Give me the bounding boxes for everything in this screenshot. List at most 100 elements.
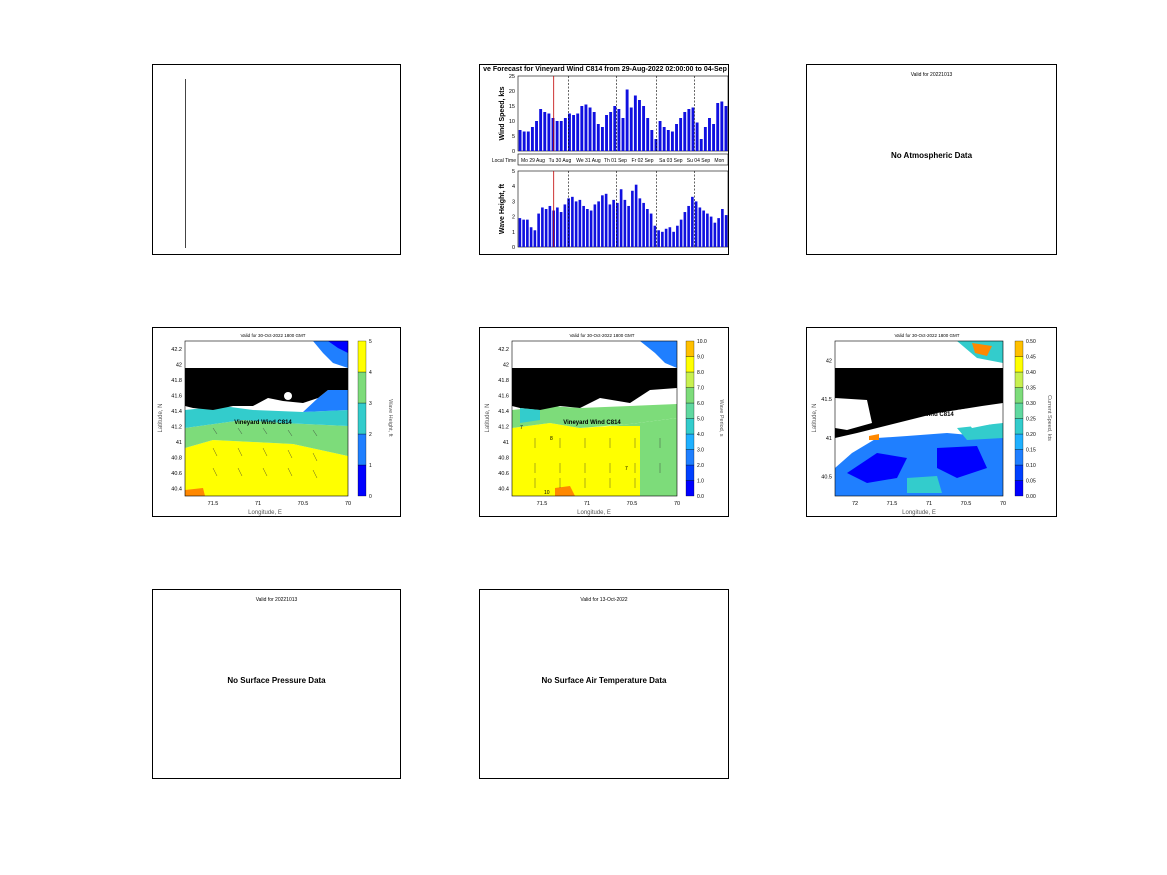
day-label: Tu 30 Aug [549, 158, 572, 164]
y-tick-label: 15 [509, 104, 515, 110]
bar [713, 222, 717, 247]
bar [623, 199, 627, 247]
x-tick-label: 71 [584, 501, 590, 507]
x-tick-label: 70 [1000, 501, 1006, 507]
colorbar-tick: 1.0 [697, 479, 704, 485]
y-tick-label: 4 [512, 184, 515, 190]
bar [662, 127, 666, 151]
pressure-title: Valid for 20221013 [255, 597, 298, 603]
wave-period-map: Valid for 30-Oct-2022 1800 GMT Vineyard … [485, 333, 724, 516]
colorbar-segment [357, 433, 367, 466]
bar [627, 205, 630, 247]
colorbar-tick: 0.40 [1026, 370, 1036, 376]
wave-height-map-panel: Valid for 30-Oct-2022 1800 GMT Vineyard … [152, 327, 401, 517]
bar [695, 122, 699, 151]
wave-site-label: Vineyard Wind C814 [234, 420, 292, 426]
plot-frame [517, 170, 729, 248]
current-colorbar-label: Current Speed, kts [1046, 395, 1052, 441]
wave-period-map-panel: Valid for 30-Oct-2022 1800 GMT Vineyard … [479, 327, 729, 517]
x-tick-label: 70 [345, 501, 351, 507]
colorbar-tick: 7.0 [697, 386, 704, 392]
bar [544, 209, 548, 247]
colorbar-tick: 0.00 [1026, 494, 1036, 500]
air-temperature-title: Valid for 13-Oct-2022 [580, 597, 628, 603]
current-speed-map: Valid for 30-Oct-2022 1800 GMT Vineyard … [812, 333, 1052, 516]
current-land-mass [835, 368, 1003, 438]
bar [633, 95, 637, 151]
colorbar-tick: 3 [369, 401, 372, 407]
atmospheric-title: Valid for 20221013 [910, 72, 953, 78]
bar [658, 121, 662, 151]
y-tick-label: 10 [509, 119, 515, 125]
y-tick-label: 41.8 [498, 378, 509, 384]
y-tick-label: 40.4 [498, 486, 509, 492]
colorbar-segment [685, 449, 695, 466]
bar [596, 124, 600, 151]
bar [572, 115, 576, 151]
period-contour-labels: 7 8 7 10 [520, 425, 628, 496]
bar [699, 139, 703, 151]
bar [518, 130, 522, 151]
y-tick-label: 42 [503, 362, 509, 368]
y-tick-label: 41 [176, 440, 182, 446]
bar [563, 118, 567, 151]
colorbar-segment [1014, 464, 1024, 481]
pressure-message: No Surface Pressure Data [227, 676, 326, 685]
bar [592, 112, 596, 151]
colorbar-tick: 2.0 [697, 463, 704, 469]
bar [720, 101, 724, 151]
bar [563, 204, 567, 247]
y-tick-label: 42.2 [498, 347, 509, 353]
current-y-ticks: 42 41.5 41 40.5 [821, 358, 832, 480]
x-tick-label: 71 [255, 501, 261, 507]
air-temperature-message: No Surface Air Temperature Data [541, 676, 667, 685]
colorbar-segment [1014, 387, 1024, 404]
colorbar-tick: 8.0 [697, 370, 704, 376]
bar [654, 139, 658, 151]
wave-colorbar: 0 1 2 3 4 5 [357, 339, 372, 500]
bar [568, 113, 571, 151]
period-zone-orange [555, 486, 575, 496]
colorbar-tick: 0.35 [1026, 386, 1036, 392]
period-x-ticks: 71.5 71 70.5 70 [537, 501, 680, 507]
x-tick-label: 70.5 [627, 501, 638, 507]
atmospheric-message: No Atmospheric Data [890, 151, 973, 160]
bar [687, 205, 690, 247]
bar [616, 202, 619, 247]
bar [530, 127, 534, 151]
colorbar-tick: 0.15 [1026, 448, 1036, 454]
colorbar-segment [685, 433, 695, 450]
bar [571, 196, 574, 247]
y-tick-label: 41.8 [171, 378, 182, 384]
current-zone-cyan-1 [907, 476, 942, 493]
x-tick-label: 70.5 [961, 501, 972, 507]
bar [642, 202, 645, 247]
colorbar-segment [685, 402, 695, 419]
wave-zone-2-3 [185, 406, 348, 428]
colorbar-segment [1014, 371, 1024, 388]
bar [537, 213, 540, 247]
bar [642, 106, 646, 151]
current-speed-map-panel: Valid for 30-Oct-2022 1800 GMT Vineyard … [806, 327, 1057, 517]
colorbar-tick: 0.0 [697, 494, 704, 500]
bar [559, 121, 563, 151]
wave-colorbar-label: Wave Height, ft [387, 399, 393, 437]
bar [708, 118, 711, 151]
colorbar-tick: 0.05 [1026, 479, 1036, 485]
bar [716, 103, 720, 151]
bar [578, 199, 582, 247]
colorbar-segment [685, 340, 695, 357]
colorbar-segment [1014, 340, 1024, 357]
bar [676, 225, 679, 247]
current-site-label: Vineyard Wind C814 [896, 412, 954, 418]
forecast-bar-panel: ve Forecast for Vineyard Wind C814 from … [479, 64, 729, 255]
bar [522, 219, 525, 247]
bar [556, 207, 559, 247]
bar [703, 127, 707, 151]
y-tick-label: 41.6 [171, 393, 182, 399]
bar [604, 193, 608, 247]
pressure-panel: Valid for 20221013 No Surface Pressure D… [152, 589, 401, 779]
period-direction-arrows [534, 438, 661, 488]
x-tick-label: 71 [926, 501, 932, 507]
bar [691, 107, 695, 151]
